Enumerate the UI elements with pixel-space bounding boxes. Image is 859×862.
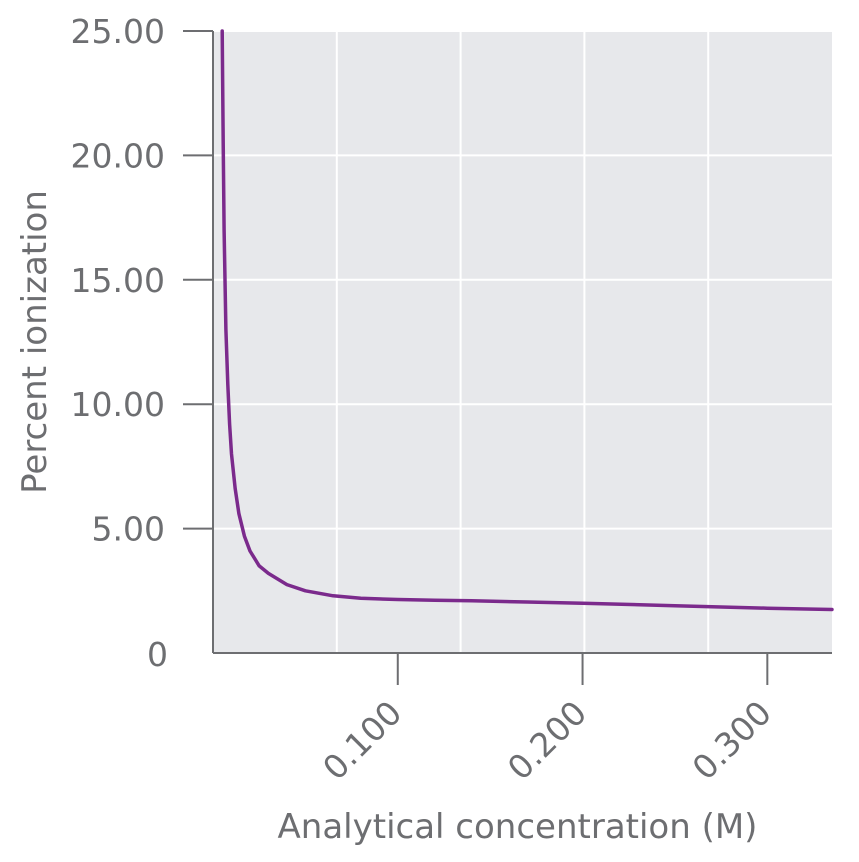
grid: [213, 30, 832, 653]
axes: [183, 30, 832, 685]
x-tick-label-2: 0.300: [685, 693, 779, 787]
y-tick-label-1: 5.00: [92, 510, 165, 549]
series-line-0: [220, 29, 834, 612]
y-axis-title: Percent ionization: [15, 190, 55, 494]
x-axis-title: Analytical concentration (M): [278, 807, 758, 847]
y-tick-label-5: 25.00: [71, 12, 165, 51]
x-tick-label-0: 0.100: [315, 693, 409, 787]
plot-area: [213, 31, 832, 653]
x-tick-label-1: 0.200: [500, 693, 594, 787]
y-tick-label-3: 15.00: [71, 261, 165, 300]
y-tick-label-0: 0: [147, 635, 168, 674]
y-tick-label-2: 10.00: [71, 385, 165, 424]
series-layer: [220, 29, 834, 612]
y-tick-label-4: 20.00: [71, 136, 165, 175]
